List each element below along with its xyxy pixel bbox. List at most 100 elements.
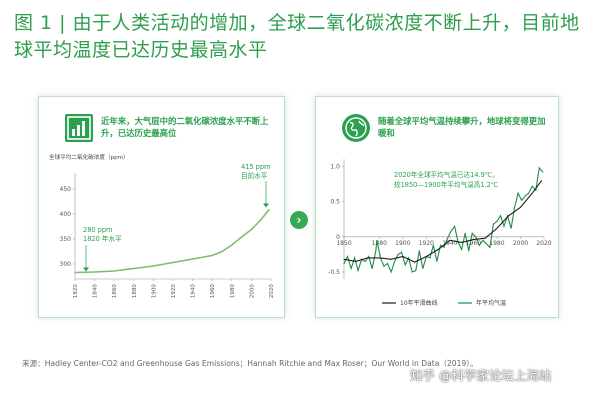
annual-temperature-point [404, 264, 406, 266]
annual-temperature-point [368, 256, 370, 258]
smoothed-temperature-point [402, 256, 404, 258]
y-tick-label: 0.5 [330, 199, 340, 206]
source-note: 来源：Hadley Center-CO2 and Greenhouse Gas … [22, 359, 478, 368]
annual-temperature-point [376, 239, 378, 241]
annual-temperature-point [418, 250, 420, 252]
legend-annual-label: 年平均气温 [476, 299, 506, 307]
smoothed-temperature-point [472, 239, 474, 241]
co2-data-point [192, 258, 194, 260]
smoothed-temperature-point [378, 257, 380, 259]
smoothed-temperature-point [437, 248, 439, 250]
annual-temperature-point [531, 185, 533, 187]
y-tick-label: 1.0 [330, 164, 340, 171]
x-tick-label: 1940 [442, 240, 457, 247]
x-tick-label: 1940 [191, 284, 197, 299]
temperature-panel-header: 随着全球平均气温持续攀升，地球将变得更加暖和 [316, 97, 558, 149]
annual-temperature-point [482, 239, 484, 241]
x-tick-label: 1980 [489, 240, 504, 247]
annual-temperature-point [390, 271, 392, 273]
annual-temperature-point [499, 215, 501, 217]
smoothed-temperature-point [541, 180, 543, 182]
annual-temperature-point [347, 256, 349, 258]
annotation-end-value: 415 ppm [241, 163, 270, 171]
x-tick-label: 1920 [171, 284, 177, 299]
smoothed-temperature-point [519, 206, 521, 208]
annual-temperature-point [429, 257, 431, 259]
temperature-panel: 随着全球平均气温持续攀升，地球将变得更加暖和 -0.5 0 0.5 1.0 1850 18… [315, 96, 559, 318]
y-tick-label: 350 [60, 236, 72, 243]
x-tick-label: 1840 [93, 284, 99, 299]
annual-temperature-point [371, 267, 373, 269]
smoothed-temperature-point [367, 257, 369, 259]
annual-temperature-point [447, 237, 449, 239]
annual-temperature-point [485, 243, 487, 245]
co2-data-point [94, 271, 96, 273]
y-tick-label: 300 [60, 261, 72, 268]
smoothed-temperature-point [425, 256, 427, 258]
annual-temperature-point [375, 250, 377, 252]
co2-data-point [133, 267, 135, 270]
temperature-panel-heading: 随着全球平均气温持续攀升，地球将变得更加暖和 [378, 116, 546, 138]
annual-temperature-point [408, 257, 410, 259]
annual-temperature-point [535, 189, 537, 191]
x-tick-label: 1920 [419, 240, 434, 247]
smoothed-temperature-point [508, 215, 510, 217]
annotation-end-arrowhead [263, 203, 269, 208]
annual-temperature-point [542, 171, 544, 173]
page-title: 图 1 | 由于人类活动的增加，全球二氧化碳浓度不断上升，目前地球平均温度已达历… [14, 12, 580, 61]
annual-temperature-point [387, 263, 389, 265]
co2-panel: 近年来，大气层中的二氧化碳浓度水平不断上升，已达历史最高位 全球平均二氧化碳浓度… [38, 96, 285, 318]
annual-temperature-point [383, 265, 385, 267]
co2-data-point [250, 228, 252, 231]
smoothed-temperature-point [390, 258, 392, 260]
annual-temperature-point [436, 260, 438, 262]
co2-data-point [152, 265, 154, 267]
x-tick-label: 1880 [372, 240, 387, 247]
annual-temperature-point [343, 263, 345, 265]
annotation-start-label: 1820 年水平 [83, 234, 122, 243]
annual-temperature-point [471, 232, 473, 234]
y-tick-label: 450 [60, 186, 72, 193]
annual-temperature-point [432, 244, 434, 246]
annual-temperature-point [401, 251, 403, 253]
annual-temperature-point [496, 220, 498, 222]
annual-temperature-point [521, 199, 523, 201]
annual-temperature-point [411, 271, 413, 273]
annual-temperature-point [354, 257, 356, 259]
x-tick-label: 2020 [536, 240, 551, 247]
annual-temperature-point [510, 227, 512, 229]
annual-temperature-point [450, 230, 452, 232]
watermark: 知乎 @科学家论坛上海站 [410, 368, 552, 383]
annual-temperature-point [468, 250, 470, 252]
x-tick-label: 2020 [269, 284, 275, 299]
annual-temperature-point [394, 260, 396, 262]
x-tick-label: 2000 [513, 240, 528, 247]
annual-temperature-point [454, 225, 456, 227]
smoothed-temperature-point [355, 260, 357, 262]
x-tick-label: 1960 [210, 284, 216, 299]
x-tick-label: 1980 [230, 284, 236, 299]
temperature-chart: -0.5 0 0.5 1.0 1850 1880 1900 1920 1940 1960 1980 2… [328, 159, 552, 307]
x-tick-label: 1860 [112, 284, 118, 299]
annual-temperature-point [415, 270, 417, 272]
y-axis-label: 全球平均二氧化碳浓度（ppm） [49, 153, 129, 161]
smoothed-temperature-point [343, 258, 345, 260]
annual-temperature-point [514, 206, 516, 208]
chevron-right-icon: › [290, 211, 308, 229]
co2-data-point [260, 218, 262, 221]
co2-data-point [113, 270, 115, 272]
y-tick-label: -0.5 [328, 269, 340, 276]
x-tick-label: 1880 [132, 284, 138, 299]
co2-data-point [172, 261, 174, 264]
annual-temperature-point [464, 232, 466, 234]
x-tick-label: 2000 [249, 284, 255, 299]
annual-temperature-point [524, 195, 526, 197]
annotation-start-value: 280 ppm [83, 226, 112, 234]
annual-temperature-point [443, 246, 445, 248]
globe-icon [342, 114, 370, 142]
smoothed-temperature-point [449, 239, 451, 241]
x-tick-label: 1900 [151, 284, 157, 299]
annotation-line-1: 2020年全球平均气温已达14.9℃， [394, 170, 499, 179]
annual-temperature-point [475, 236, 477, 238]
annual-temperature-point [357, 270, 359, 272]
